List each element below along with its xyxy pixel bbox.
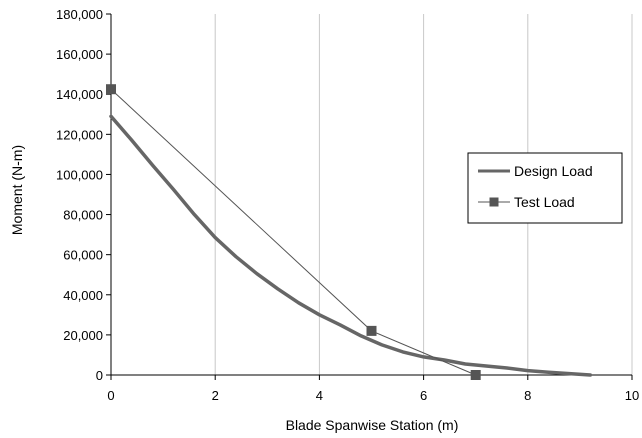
legend-test-load-marker bbox=[489, 197, 499, 207]
x-tick-label: 0 bbox=[107, 388, 114, 403]
x-tick-label: 4 bbox=[316, 388, 323, 403]
y-tick-label: 120,000 bbox=[56, 127, 103, 142]
x-tick-label: 8 bbox=[524, 388, 531, 403]
axes bbox=[106, 13, 633, 380]
y-tick-label: 100,000 bbox=[56, 167, 103, 182]
series-layer bbox=[106, 84, 593, 380]
y-axis-title: Moment (N-m) bbox=[9, 145, 25, 235]
test-load-point bbox=[106, 84, 116, 95]
legend-design-load-label: Design Load bbox=[514, 163, 593, 179]
tick-labels: 0 20,000 40,000 60,000 80,000 100,000 120,000 1… bbox=[56, 7, 639, 403]
y-tick-label: 180,000 bbox=[56, 7, 103, 22]
series-design-load-line bbox=[109, 114, 593, 377]
y-tick-label: 80,000 bbox=[63, 208, 103, 223]
y-tick-label: 40,000 bbox=[63, 288, 103, 303]
legend-box bbox=[467, 152, 623, 224]
y-tick-label: 140,000 bbox=[56, 87, 103, 102]
x-tick-label: 2 bbox=[212, 388, 219, 403]
x-axis-title: Blade Spanwise Station (m) bbox=[286, 417, 459, 433]
legend-test-load-label: Test Load bbox=[514, 194, 575, 210]
y-tick-label: 20,000 bbox=[63, 328, 103, 343]
x-tick-label: 10 bbox=[625, 388, 639, 403]
y-tick-label: 160,000 bbox=[56, 47, 103, 62]
test-load-point bbox=[366, 325, 377, 336]
test-load-point bbox=[470, 370, 481, 380]
y-tick-label: 0 bbox=[96, 368, 103, 383]
legend: Design Load Test Load bbox=[467, 152, 623, 224]
y-tick-label: 60,000 bbox=[63, 248, 103, 263]
x-tick-label: 6 bbox=[420, 388, 427, 403]
series-test-load-line bbox=[110, 88, 476, 376]
